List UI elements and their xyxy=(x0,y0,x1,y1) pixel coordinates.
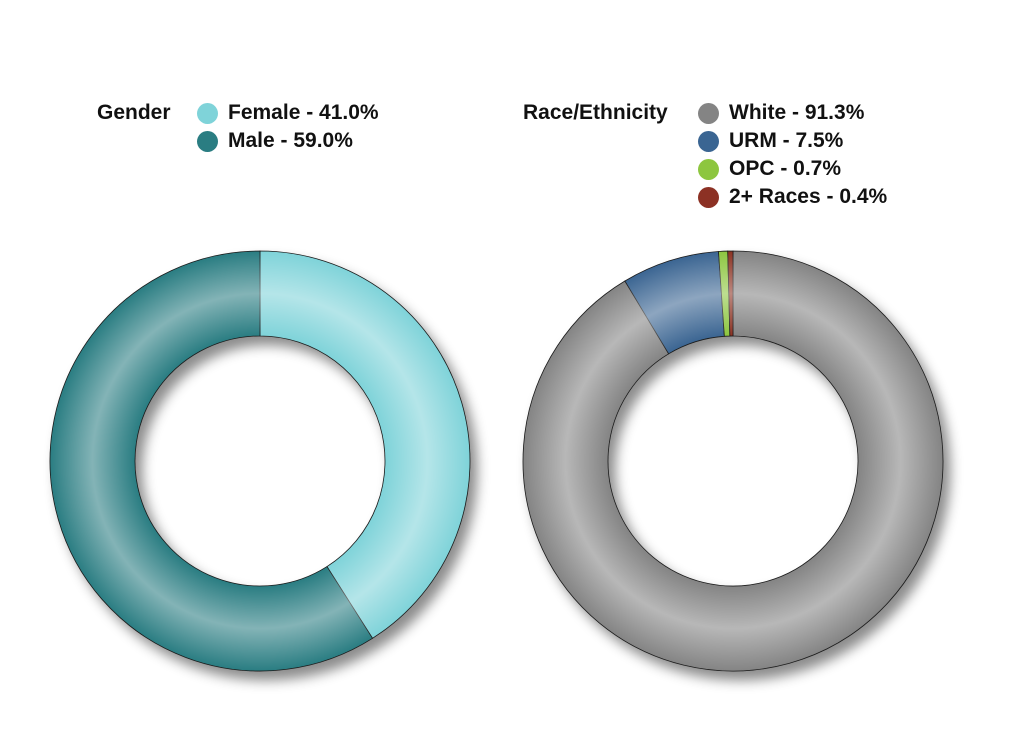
race-chart-panel: Race/Ethnicity White - 91.3% URM - 7.5% … xyxy=(512,0,1024,753)
legend-swatch xyxy=(698,158,719,180)
chart-legend: Female - 41.0% Male - 59.0% xyxy=(197,99,379,155)
legend-swatch xyxy=(698,130,719,152)
legend-swatch xyxy=(197,102,218,124)
legend-label: URM - 7.5% xyxy=(729,129,844,152)
legend-label: Male - 59.0% xyxy=(228,129,353,152)
legend-item-opc: OPC - 0.7% xyxy=(698,155,887,183)
legend-item-urm: URM - 7.5% xyxy=(698,127,887,155)
donut-ring xyxy=(522,250,944,672)
legend-swatch xyxy=(698,186,719,208)
chart-title: Gender xyxy=(97,101,171,124)
legend-item-female: Female - 41.0% xyxy=(197,99,379,127)
donut-ring xyxy=(49,250,471,672)
legend-item-two-plus-races: 2+ Races - 0.4% xyxy=(698,183,887,211)
legend-label: OPC - 0.7% xyxy=(729,157,842,180)
legend-label: 2+ Races - 0.4% xyxy=(729,185,888,208)
gender-chart-panel: Gender Female - 41.0% Male - 59.0% xyxy=(49,99,471,672)
legend-item-male: Male - 59.0% xyxy=(197,127,379,155)
gender-donut-chart xyxy=(49,250,471,672)
donut-slice-female xyxy=(259,250,471,639)
legend-swatch xyxy=(698,102,719,124)
legend-swatch xyxy=(197,130,218,152)
chart-title: Race/Ethnicity xyxy=(523,101,668,124)
race-donut-chart xyxy=(522,250,944,672)
chart-legend: White - 91.3% URM - 7.5% OPC - 0.7% 2+ R… xyxy=(698,99,887,211)
legend-label: Female - 41.0% xyxy=(228,101,379,124)
legend-label: White - 91.3% xyxy=(729,101,865,124)
legend-item-white: White - 91.3% xyxy=(698,99,887,127)
